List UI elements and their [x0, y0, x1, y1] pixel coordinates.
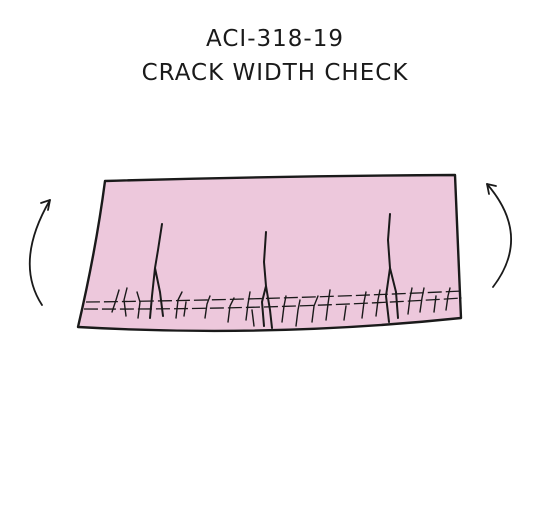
- title-block: ACI-318-19 CRACK WIDTH CHECK: [0, 22, 550, 90]
- right-moment-arrow-icon: [486, 183, 512, 288]
- crack-minor-12: [311, 295, 319, 323]
- crack-minor-8: [245, 291, 251, 321]
- crack-minor-13: [325, 289, 331, 321]
- crack-minor-10: [281, 295, 287, 323]
- crack-major-1: [149, 223, 164, 319]
- crack-minor-11: [295, 299, 301, 327]
- crack-minor-20: [445, 287, 451, 311]
- crack-minor-3: [136, 291, 141, 319]
- crack-minor-9: [251, 309, 255, 327]
- standard-code-title: ACI-318-19: [206, 26, 344, 52]
- crack-minor-4: [175, 291, 183, 319]
- crack-minor-18: [419, 287, 425, 313]
- crack-minor-17: [407, 287, 413, 315]
- crack-minor-7: [227, 297, 235, 323]
- crack-minor-16: [375, 289, 381, 317]
- left-moment-arrow-icon: [28, 199, 51, 306]
- crack-minor-14: [343, 305, 347, 321]
- crack-minor-2: [123, 287, 128, 317]
- crack-major-3: [384, 213, 399, 323]
- crack-minor-15: [361, 291, 367, 319]
- crack-minor-19: [433, 295, 437, 313]
- diagram-subtitle: CRACK WIDTH CHECK: [141, 60, 409, 86]
- crack-minor-1: [111, 289, 120, 313]
- crack-minor-6: [204, 295, 211, 319]
- beam-body: [76, 173, 463, 333]
- reinforcement-line-lower: [83, 297, 463, 310]
- minor-cracks: [111, 287, 451, 327]
- crack-minor-5: [183, 301, 187, 317]
- major-cracks: [149, 213, 399, 329]
- crack-major-2: [260, 231, 273, 329]
